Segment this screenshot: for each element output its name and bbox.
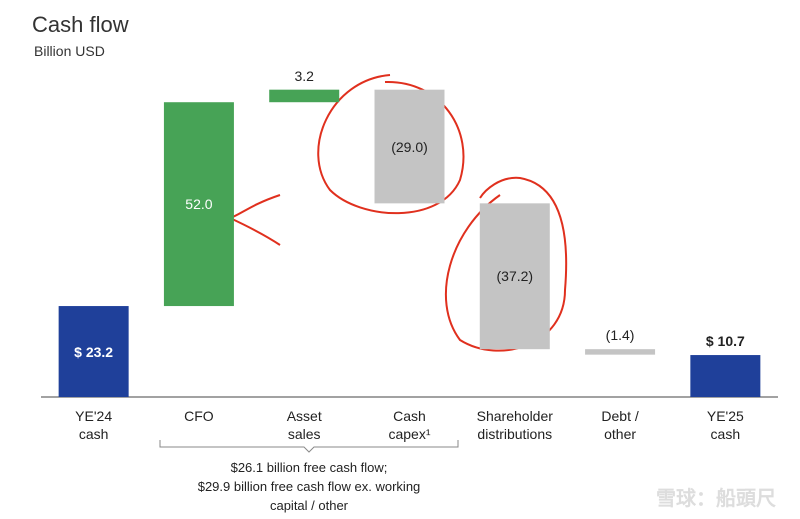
chart-subtitle: Billion USD — [34, 43, 105, 59]
chart-title: Cash flow — [32, 12, 129, 37]
bar — [269, 89, 340, 103]
data-label: (37.2) — [496, 268, 534, 285]
bar — [163, 102, 234, 307]
bar — [585, 349, 656, 355]
bar — [58, 306, 129, 397]
circle-scribble — [445, 176, 568, 352]
x-tick-label: Shareholder distributions — [476, 408, 553, 442]
x-tick-label: Cash capex¹ — [388, 408, 431, 442]
bar — [479, 203, 550, 350]
x-tick-label: Debt / other — [601, 408, 639, 442]
x-tick-label: CFO — [184, 408, 214, 424]
x-tick-label: YE'25 cash — [706, 408, 744, 442]
data-label: 52.0 — [185, 196, 213, 213]
brace — [159, 440, 459, 453]
data-label: 3.2 — [294, 67, 314, 84]
data-label: $ 23.2 — [74, 343, 114, 360]
data-label: (1.4) — [605, 327, 635, 344]
data-label: $ 10.7 — [705, 333, 745, 350]
circle-scribble — [317, 74, 465, 215]
x-tick-label: Asset sales — [286, 408, 322, 442]
data-label: (29.0) — [391, 138, 428, 155]
annotation: $26.1 billion free cash flow; $29.9 bill… — [197, 460, 421, 513]
watermark: 雪球：船頭尺 — [656, 488, 776, 510]
x-tick-label: YE'24 cash — [75, 408, 113, 442]
bar — [374, 89, 445, 204]
bar — [690, 355, 761, 397]
arrow-scribble — [227, 194, 281, 246]
